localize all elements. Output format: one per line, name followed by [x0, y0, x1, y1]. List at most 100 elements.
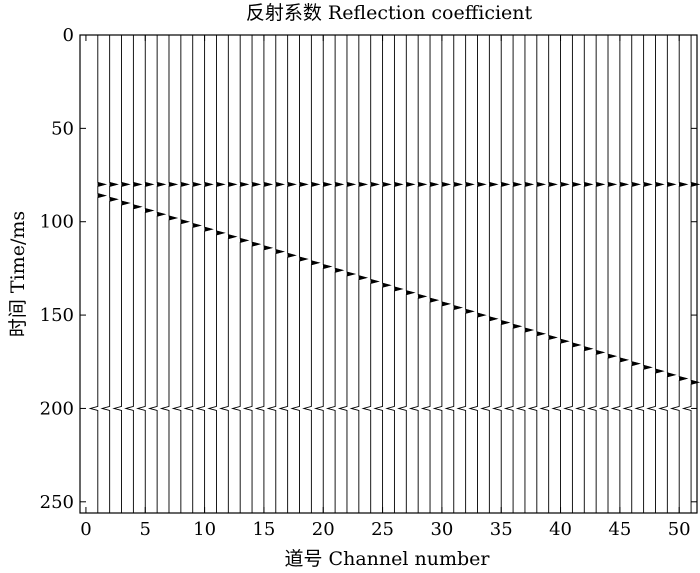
- wavelet-fill: [168, 182, 178, 187]
- trace-10: [195, 35, 214, 513]
- wavelet-fill: [524, 182, 534, 187]
- wavelet-fill: [322, 182, 332, 187]
- trace-line: [669, 35, 689, 513]
- wavelet-fill: [216, 230, 225, 236]
- wavelet-fill: [619, 182, 629, 187]
- wavelet-fill: [548, 182, 558, 187]
- trace-35: [491, 35, 511, 513]
- trace-line: [468, 35, 487, 513]
- trace-49: [658, 35, 677, 513]
- trace-line: [159, 35, 179, 513]
- trace-17: [278, 35, 297, 513]
- trace-line: [171, 35, 191, 513]
- wavelet-fill: [465, 309, 475, 314]
- x-axis-label: 道号 Channel number: [285, 548, 491, 570]
- wavelet-fill: [239, 182, 249, 187]
- wavelet-fill: [97, 182, 107, 187]
- y-axis-ticks: 0 50 100 150 200 250: [40, 25, 697, 513]
- trace-23: [349, 35, 369, 513]
- trace-line: [195, 35, 214, 513]
- trace-line: [325, 35, 345, 513]
- trace-1: [88, 35, 108, 513]
- y-tick-label: 250: [40, 492, 74, 513]
- trace-30: [432, 35, 452, 513]
- trace-line: [124, 35, 143, 513]
- x-tick-label: 20: [312, 519, 335, 540]
- trace-46: [622, 35, 641, 513]
- trace-line: [491, 35, 511, 513]
- wavelet-fill: [500, 182, 510, 187]
- wavelet-fill: [133, 204, 142, 210]
- wavelet-fill: [500, 320, 510, 325]
- trace-45: [610, 35, 630, 513]
- wavelet-fill: [678, 376, 688, 381]
- chart-title: 反射系数 Reflection coefficient: [246, 2, 533, 24]
- wavelet-fill: [299, 182, 308, 187]
- wavelet-fill: [465, 182, 475, 187]
- wavelet-fill: [311, 182, 320, 187]
- wavelet-fill: [536, 182, 546, 187]
- trace-43: [586, 35, 606, 513]
- trace-line: [302, 35, 321, 513]
- trace-line: [681, 35, 700, 513]
- wavelet-fill: [216, 182, 225, 187]
- trace-5: [136, 35, 155, 513]
- wavelet-fill: [228, 234, 237, 239]
- trace-22: [337, 35, 357, 513]
- trace-line: [456, 35, 475, 513]
- wavelet-fill: [548, 335, 558, 340]
- wavelet-fill: [394, 286, 403, 292]
- trace-line: [373, 35, 392, 513]
- wavelet-fill: [560, 182, 570, 187]
- trace-line: [610, 35, 630, 513]
- trace-line: [136, 35, 155, 513]
- trace-line: [397, 35, 416, 513]
- x-tick-label: 45: [608, 519, 631, 540]
- wavelet-fill: [109, 196, 119, 202]
- trace-line: [634, 35, 653, 513]
- wavelet-fill: [512, 323, 522, 329]
- wavelet-fill: [192, 223, 202, 228]
- wavelet-fill: [572, 182, 581, 187]
- trace-48: [646, 35, 665, 513]
- wavelet-fill: [667, 182, 676, 187]
- wavelet-fill: [228, 182, 237, 187]
- trace-32: [456, 35, 475, 513]
- wavelet-fill: [394, 182, 403, 187]
- trace-13: [230, 35, 250, 513]
- trace-12: [219, 35, 238, 513]
- trace-line: [527, 35, 547, 513]
- trace-36: [503, 35, 523, 513]
- x-tick-label: 25: [371, 519, 394, 540]
- trace-21: [325, 35, 345, 513]
- trace-line: [515, 35, 535, 513]
- wavelet-fill: [441, 301, 451, 307]
- wavelet-fill: [382, 282, 392, 288]
- trace-11: [207, 35, 226, 513]
- wavelet-fill: [690, 379, 700, 385]
- trace-line: [278, 35, 297, 513]
- trace-38: [527, 35, 547, 513]
- trace-line: [563, 35, 582, 513]
- wavelet-fill: [311, 260, 320, 266]
- wavelet-fill: [263, 182, 273, 187]
- trace-51: [681, 35, 700, 513]
- wavelet-fill: [595, 350, 605, 355]
- wavelet-fill: [239, 238, 249, 243]
- wavelet-fill: [156, 182, 166, 187]
- wavelet-fill: [512, 182, 522, 187]
- wavelet-fill: [121, 182, 131, 187]
- trace-line: [539, 35, 558, 513]
- trace-47: [634, 35, 653, 513]
- trace-14: [242, 35, 262, 513]
- trace-line: [598, 35, 618, 513]
- x-tick-label: 0: [80, 519, 91, 540]
- wavelet-fill: [655, 182, 664, 187]
- wavelet-fill: [524, 327, 534, 333]
- wavelet-fill: [643, 365, 653, 370]
- trace-line: [88, 35, 108, 513]
- trace-line: [183, 35, 202, 513]
- trace-line: [112, 35, 131, 513]
- trace-19: [302, 35, 321, 513]
- wavelet-fill: [370, 182, 380, 187]
